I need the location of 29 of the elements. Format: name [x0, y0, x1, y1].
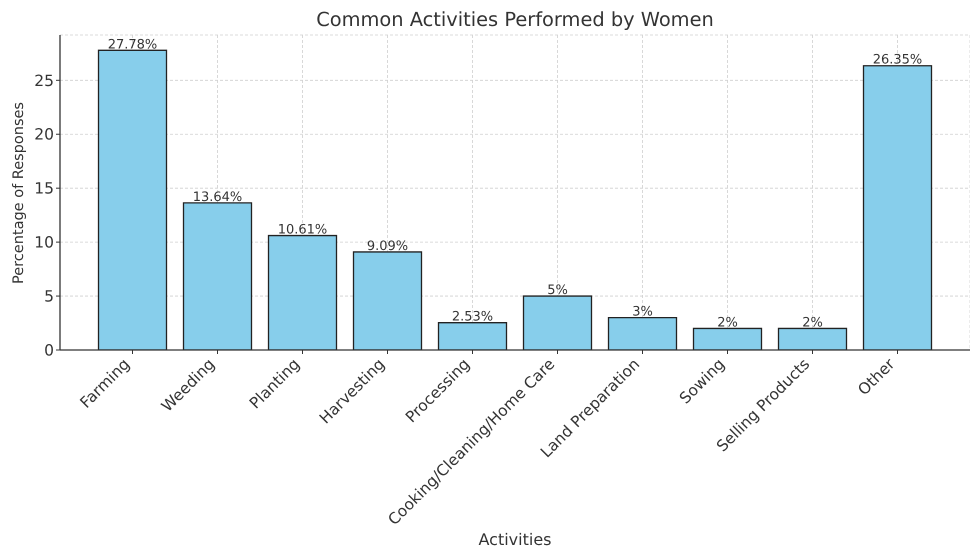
bar: [438, 322, 508, 350]
data-label: 26.35%: [872, 52, 922, 68]
bar: [608, 316, 678, 350]
data-label: 13.64%: [192, 190, 242, 205]
data-label: 5%: [547, 283, 568, 298]
chart-title: Common Activities Performed by Women: [315, 8, 715, 31]
data-label: 27.78%: [108, 37, 158, 52]
bar: [352, 251, 422, 350]
bar: [182, 202, 252, 350]
y-tick-label: 10: [34, 234, 54, 252]
data-label: 10.61%: [278, 222, 328, 238]
bar: [268, 234, 338, 350]
y-tick-label: 15: [34, 180, 54, 198]
data-label: 2%: [802, 315, 823, 330]
y-tick-label: 5: [44, 288, 54, 306]
data-label: 2.53%: [452, 310, 494, 325]
y-axis-title: Percentage of Responses: [11, 102, 27, 284]
bar: [778, 328, 848, 350]
x-axis-title: Activities: [478, 530, 552, 549]
y-tick-label: 0: [44, 342, 54, 360]
bar: [522, 295, 592, 350]
data-label: 3%: [632, 304, 653, 320]
data-label: 2%: [717, 315, 738, 330]
bar: [862, 65, 932, 350]
y-tick-label: 25: [34, 72, 54, 90]
data-label: 9.09%: [366, 238, 408, 254]
y-tick-label: 20: [34, 126, 54, 144]
bar: [98, 50, 168, 350]
bar: [692, 328, 762, 350]
